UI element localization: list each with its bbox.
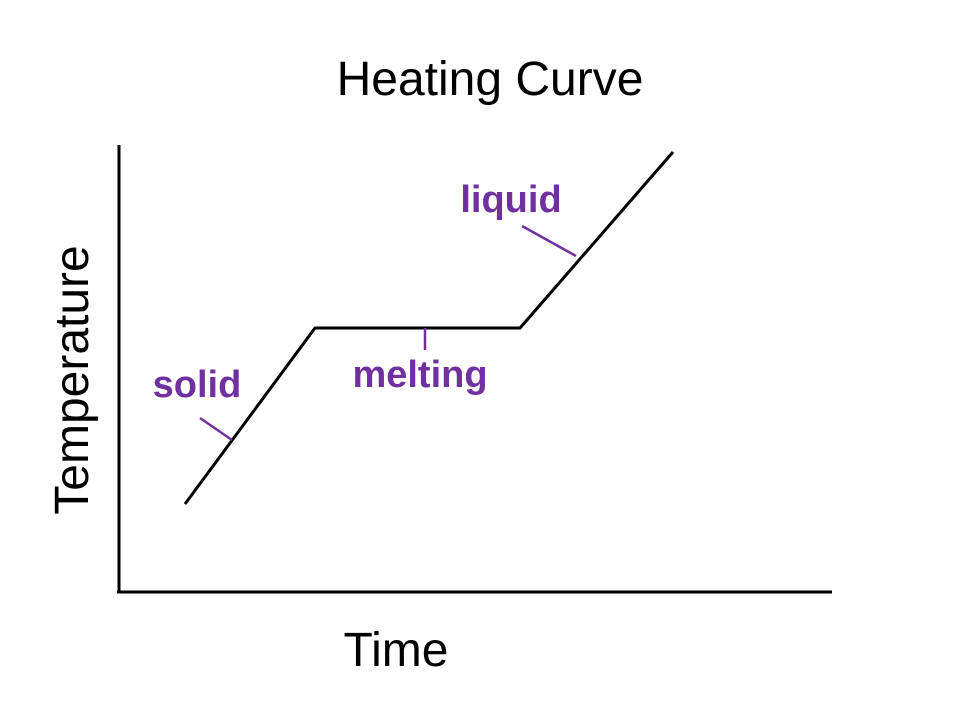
title: Heating Curve: [337, 53, 644, 106]
x-axis-label: Time: [344, 624, 449, 677]
y-axis-label: Temperature: [46, 245, 99, 514]
liquid-leader: [521, 224, 577, 258]
solid-leader: [199, 416, 233, 442]
liquid-label: liquid: [460, 179, 561, 221]
melting-label: melting: [352, 354, 487, 396]
solid-label: solid: [153, 364, 242, 406]
heating-curve: [183, 151, 675, 505]
